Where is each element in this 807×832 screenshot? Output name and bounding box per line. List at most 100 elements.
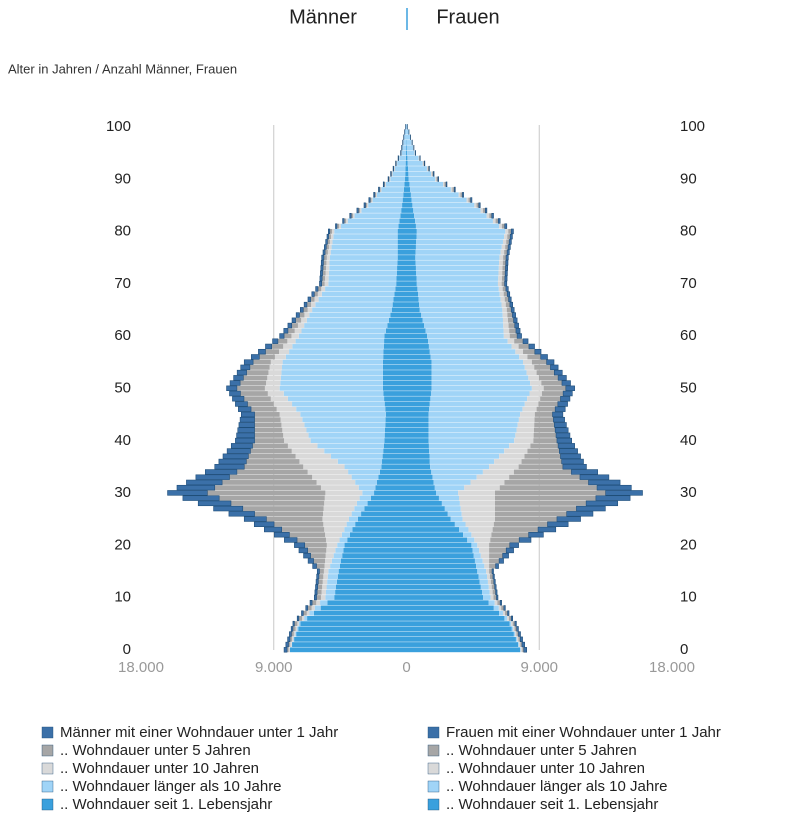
bar-segment [323, 574, 328, 579]
bar-segment [530, 443, 559, 449]
bar-segment [406, 124, 408, 130]
bar-segment [280, 380, 383, 386]
bar-segment [556, 516, 581, 522]
bar-segment [272, 338, 279, 344]
bar-segment [290, 642, 292, 647]
bar-segment [320, 485, 359, 491]
bar-segment [406, 344, 429, 349]
bar-segment [254, 432, 284, 438]
bar-segment [406, 338, 429, 344]
bar-segment [344, 542, 407, 548]
bar-segment [283, 432, 309, 438]
bar-segment [218, 458, 247, 465]
bar-segment [318, 296, 394, 302]
bar-segment [504, 616, 508, 621]
bar-segment [339, 563, 407, 569]
bar-segment [349, 532, 407, 538]
y-tick-label-right: 30 [680, 484, 697, 501]
bar-segment [298, 626, 407, 632]
bar-segment [527, 354, 541, 360]
bar-segment [406, 192, 411, 198]
bar-segment [406, 380, 432, 386]
bar-segment [318, 574, 324, 579]
bar-segment [406, 474, 433, 480]
bar-segment [404, 129, 407, 135]
bar-segment [414, 213, 487, 219]
bar-segment [394, 166, 406, 172]
bar-segment [298, 547, 308, 554]
bar-segment [519, 354, 528, 360]
bar-segment [391, 171, 393, 177]
bar-segment [443, 181, 445, 187]
bar-segment [565, 385, 575, 391]
bar-segment [407, 150, 415, 156]
bar-segment [321, 291, 395, 297]
bar-segment [489, 542, 510, 548]
bar-segment [408, 171, 432, 177]
y-tick-label-left: 90 [114, 170, 131, 187]
bar-segment [394, 291, 407, 297]
bar-segment [406, 532, 464, 538]
bar-segment [395, 286, 407, 292]
bar-segment [374, 192, 376, 198]
bar-segment [474, 202, 477, 208]
bar-segment [499, 255, 504, 260]
bar-segment [377, 192, 404, 198]
bar-segment [487, 579, 491, 585]
bar-segment [292, 626, 296, 632]
bar-segment [406, 422, 429, 428]
bar-segment [492, 527, 539, 532]
bar-segment [406, 150, 408, 156]
bar-segment [239, 416, 255, 423]
bar-segment [518, 631, 521, 637]
bar-segment [337, 459, 383, 464]
bar-segment [489, 568, 493, 574]
bar-segment [605, 490, 643, 496]
bar-segment [518, 464, 563, 470]
bar-segment [500, 296, 505, 302]
bar-segment [280, 375, 383, 381]
bar-segment [489, 563, 496, 569]
bar-segment [538, 375, 559, 381]
bar-segment [329, 265, 398, 271]
bar-segment [501, 223, 505, 229]
bar-segment [534, 348, 542, 355]
bar-segment [186, 479, 223, 486]
bar-segment [319, 568, 324, 574]
bar-segment [521, 641, 525, 648]
bar-segment [497, 281, 502, 287]
bar-segment [382, 375, 407, 381]
bar-segment [507, 338, 515, 344]
bar-segment [430, 464, 490, 470]
bar-segment [295, 631, 297, 637]
bar-segment [497, 600, 501, 606]
y-tick-label-right: 20 [680, 536, 697, 553]
bar-segment [406, 453, 430, 459]
bar-segment [431, 370, 527, 376]
bar-segment [329, 239, 333, 245]
bar-segment [406, 495, 439, 501]
bar-segment [383, 354, 407, 360]
bar-segment [289, 636, 293, 642]
bar-segment [502, 317, 508, 323]
bar-segment [294, 328, 302, 334]
bar-segment [294, 636, 407, 642]
bar-segment [309, 312, 391, 318]
bar-segment [323, 255, 327, 260]
tab-women[interactable]: Frauen [436, 6, 499, 28]
tab-men[interactable]: Männer [289, 6, 357, 28]
bar-segment [527, 396, 541, 402]
bar-segment [381, 464, 407, 470]
bar-segment [513, 631, 516, 637]
bar-segment [530, 380, 542, 386]
bar-segment [462, 192, 464, 198]
bar-segment [318, 286, 322, 292]
bar-segment [428, 338, 508, 344]
bar-segment [316, 600, 321, 606]
bar-segment [368, 197, 371, 203]
bar-segment [518, 417, 535, 423]
bar-segment [396, 281, 407, 287]
bar-segment [550, 364, 559, 371]
bar-segment [495, 490, 606, 496]
bar-segment [328, 276, 397, 281]
